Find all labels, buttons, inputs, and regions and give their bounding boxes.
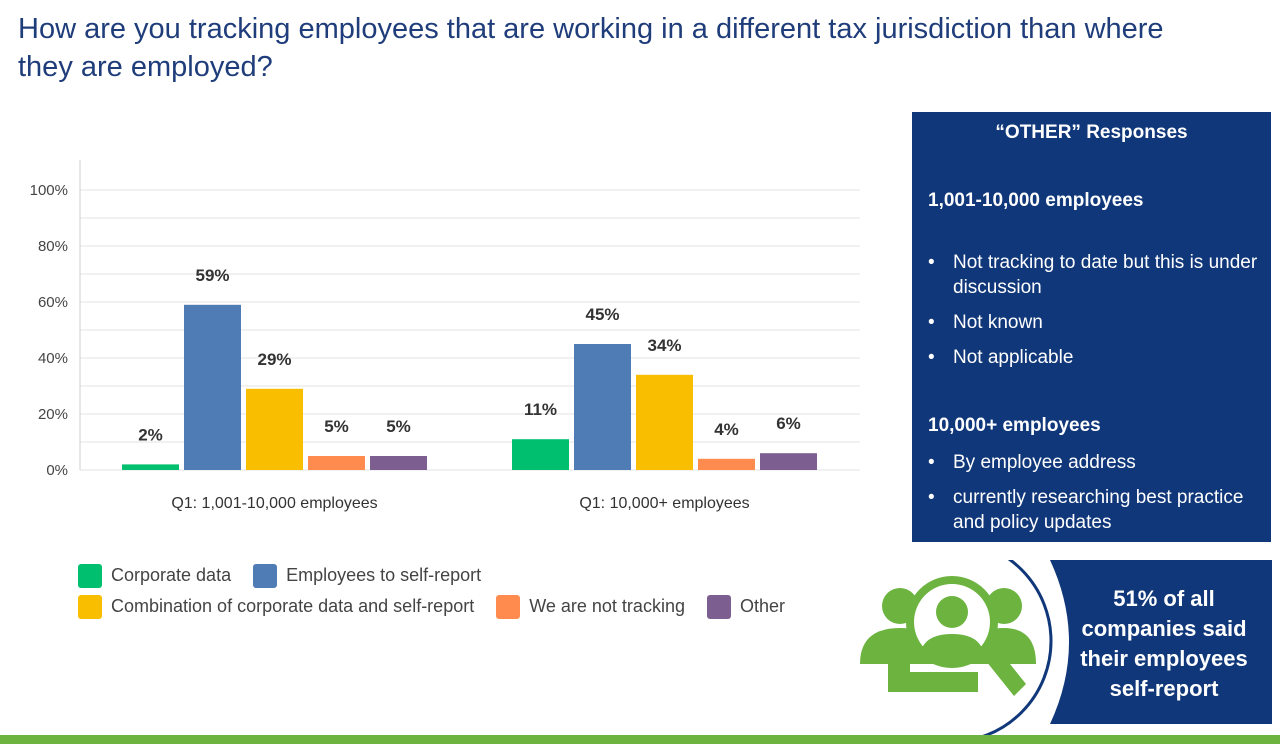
bar [636, 374, 693, 470]
legend-row-1: Corporate data Employees to self-report [78, 560, 858, 591]
y-tick-label: 0% [46, 462, 68, 479]
bar-chart: 0% 20% 40% 60% 80% 100% 2% 59% 29% 5% 5% Q1: 1,001-… [30, 160, 860, 512]
bar [308, 456, 365, 470]
stat-callout: 51% of all companies said their employee… [1080, 586, 1248, 701]
data-label: 34% [647, 336, 681, 355]
y-tick-label: 100% [30, 182, 68, 199]
chart-legend: Corporate data Employees to self-report … [78, 560, 858, 622]
list-item: Not known [928, 310, 1258, 335]
bar [760, 453, 817, 470]
data-label: 4% [714, 420, 739, 439]
other-responses-panel: “OTHER” Responses 1,001-10,000 employees… [912, 112, 1271, 542]
data-label: 29% [257, 350, 291, 369]
legend-item-not-tracking: We are not tracking [496, 594, 685, 619]
legend-swatch [78, 594, 102, 619]
legend-item-other: Other [706, 594, 785, 619]
legend-label: Employees to self-report [286, 565, 482, 585]
data-label: 5% [324, 417, 349, 436]
group-heading-1001-10000: 1,001-10,000 employees [928, 190, 1144, 211]
legend-label: We are not tracking [529, 596, 685, 616]
y-tick-label: 80% [38, 238, 68, 255]
bar [698, 458, 755, 470]
bar [370, 456, 427, 470]
stat-panel-background [1050, 560, 1272, 724]
y-tick-label: 40% [38, 350, 68, 367]
stat-panel-arc [959, 560, 1053, 740]
stat-graphic [860, 560, 1272, 740]
bar [574, 344, 631, 470]
bar [512, 439, 569, 470]
legend-label: Combination of corporate data and self-r… [111, 596, 475, 616]
legend-item-corporate-data: Corporate data [78, 563, 232, 588]
x-tick-label: Q1: 1,001-10,000 employees [171, 495, 377, 512]
y-tick-label: 20% [38, 406, 68, 423]
footer-accent-bar [0, 735, 1280, 744]
legend-row-2: Combination of corporate data and self-r… [78, 591, 858, 622]
data-label: 5% [386, 417, 411, 436]
list-item: currently researching best practice and … [928, 485, 1258, 535]
bullet-list-10000-plus: By employee address currently researchin… [928, 450, 1258, 545]
legend-label: Other [739, 596, 785, 616]
data-label: 2% [138, 425, 163, 444]
legend-swatch [496, 594, 521, 619]
list-item: By employee address [928, 450, 1258, 475]
data-label: 45% [585, 305, 619, 324]
y-tick-label: 60% [38, 294, 68, 311]
legend-swatch [253, 563, 278, 588]
legend-swatch [706, 594, 731, 619]
bar [184, 304, 241, 470]
people-magnifier-icon [860, 576, 1036, 696]
bar [246, 388, 303, 470]
slide-title: How are you tracking employees that are … [18, 13, 1164, 83]
legend-item-self-report: Employees to self-report [253, 563, 482, 588]
bar [122, 464, 179, 470]
data-label: 6% [776, 414, 801, 433]
legend-item-combination: Combination of corporate data and self-r… [78, 594, 475, 619]
x-tick-label: Q1: 10,000+ employees [579, 495, 749, 512]
list-item: Not tracking to date but this is under d… [928, 250, 1258, 300]
data-label: 59% [195, 266, 229, 285]
legend-label: Corporate data [111, 565, 232, 585]
group-heading-10000-plus: 10,000+ employees [928, 415, 1101, 436]
bullet-list-1001-10000: Not tracking to date but this is under d… [928, 250, 1258, 380]
list-item: Not applicable [928, 345, 1258, 370]
data-label: 11% [524, 400, 557, 419]
other-responses-title: “OTHER” Responses [995, 122, 1188, 143]
legend-swatch [78, 563, 102, 588]
